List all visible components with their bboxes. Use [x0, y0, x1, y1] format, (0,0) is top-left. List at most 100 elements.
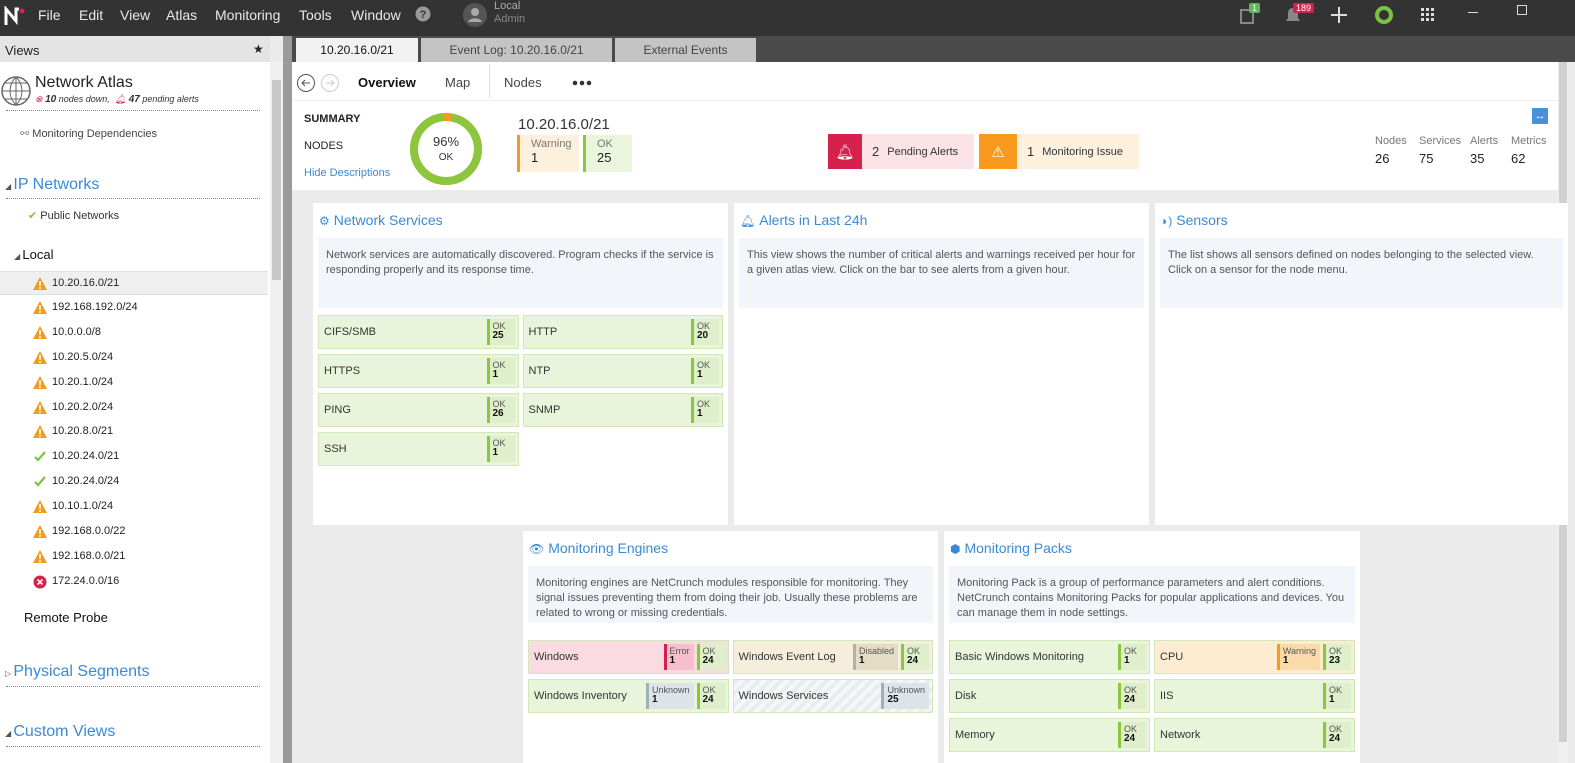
network-item[interactable]: 192.168.0.0/22 — [0, 520, 268, 544]
tile[interactable]: CPU Warning 1 OK 23 — [1154, 640, 1355, 674]
pending-alerts-chip[interactable]: 🔔︎ 2 Pending Alerts — [828, 134, 974, 169]
count-box[interactable]: OK 25 — [583, 135, 632, 172]
header-icons[interactable]: ★ ▼ — [253, 42, 270, 56]
ip-networks-heading[interactable]: ◢ IP Networks — [5, 176, 99, 194]
custom-views-title: Custom Views — [13, 723, 116, 740]
public-networks[interactable]: ✔ Public Networks — [28, 209, 119, 222]
tile-states: OK 26 — [486, 397, 518, 423]
panel-header[interactable]: ⬢ Monitoring Packs — [949, 531, 1355, 566]
network-item[interactable]: 192.168.192.0/24 — [0, 296, 268, 320]
state-box: OK 1 — [486, 358, 515, 384]
panel-header[interactable]: 👁︎ Monitoring Engines — [528, 531, 933, 566]
tile-grid: Basic Windows Monitoring OK 1 CPU Warning 1 OK… — [949, 640, 1355, 752]
tile[interactable]: Network OK 24 — [1154, 718, 1355, 752]
logo[interactable] — [4, 6, 26, 28]
menu-item[interactable]: Atlas — [166, 7, 198, 23]
tile[interactable]: SSH OK 1 — [318, 432, 519, 466]
count-box[interactable]: Warning 1 — [517, 135, 579, 172]
tab[interactable]: External Events — [615, 38, 756, 62]
menu-item[interactable]: Edit — [79, 7, 104, 23]
tasks-icon[interactable] — [1240, 6, 1256, 24]
tile[interactable]: Basic Windows Monitoring OK 1 — [949, 640, 1150, 674]
monitoring-issue-count: 1 — [1027, 144, 1035, 159]
tile[interactable]: HTTP OK 20 — [522, 315, 723, 349]
menu-item[interactable]: File — [38, 7, 61, 23]
warning-icon — [33, 500, 47, 514]
tile[interactable]: Memory OK 24 — [949, 718, 1150, 752]
menu-item[interactable]: Tools — [299, 7, 332, 23]
expander: ◢ — [5, 729, 14, 738]
panel-header[interactable]: ⚙ Network Services — [318, 203, 723, 238]
splitter[interactable] — [283, 36, 292, 763]
custom-views-heading[interactable]: ◢ Custom Views — [5, 723, 115, 741]
remote-probe[interactable]: Remote Probe — [24, 610, 108, 625]
globe-lines — [2, 76, 30, 106]
network-item[interactable]: 10.10.1.0/24 — [0, 495, 268, 519]
tile-name: Basic Windows Monitoring — [955, 651, 1084, 663]
sidebar-scrollbar[interactable] — [270, 62, 283, 763]
dependencies-link[interactable]: ⚯ Monitoring Dependencies — [20, 127, 157, 140]
atlas-title[interactable]: Network Atlas — [35, 74, 133, 91]
expand-button[interactable]: ↔ — [1532, 108, 1548, 124]
maximize-button[interactable] — [1517, 5, 1527, 15]
tile[interactable]: SNMP OK 1 — [522, 393, 723, 427]
tile[interactable]: Disk OK 24 — [949, 679, 1150, 713]
menu-item[interactable]: View — [120, 7, 151, 23]
state-label: OK — [1329, 646, 1343, 656]
nav-item[interactable]: Map — [445, 75, 471, 90]
tile[interactable]: Windows Services Unknown 25 — [732, 679, 933, 713]
panel-icon: ⚙ — [319, 214, 330, 228]
network-name: 10.10.1.0/24 — [52, 500, 114, 513]
network-item[interactable]: 10.20.24.0/24 — [0, 470, 268, 494]
donut-chart: 96% OK — [410, 113, 482, 186]
nav-item[interactable]: Overview — [358, 75, 416, 90]
tile[interactable]: IIS OK 1 — [1154, 679, 1355, 713]
globe-icon — [1, 76, 31, 106]
user-location: Local — [494, 0, 521, 12]
physical-segments-heading[interactable]: ▷ Physical Segments — [5, 663, 149, 681]
hide-descriptions[interactable]: Hide Descriptions — [304, 167, 391, 179]
menu-item[interactable]: Window — [351, 7, 401, 23]
panel: 👁︎ Monitoring Engines Monitoring engines a… — [523, 531, 938, 763]
tab[interactable]: 10.20.16.0/21 — [296, 38, 418, 62]
network-item[interactable]: 10.20.8.0/21 — [0, 420, 268, 444]
menu-item[interactable]: Monitoring — [215, 7, 281, 23]
network-item[interactable]: 10.20.1.0/24 — [0, 371, 268, 395]
network-item[interactable]: 10.20.2.0/24 — [0, 396, 268, 420]
network-name: 10.20.5.0/24 — [52, 350, 114, 363]
warning-icon — [33, 375, 47, 389]
tile[interactable]: Windows Event Log Disabled 1 OK 24 — [732, 640, 933, 674]
tile[interactable]: Windows Inventory Unknown 1 OK 24 — [528, 679, 729, 713]
nav-item[interactable]: Nodes — [504, 75, 542, 90]
tile[interactable]: HTTPS OK 1 — [318, 354, 519, 388]
tile[interactable]: Windows Error 1 OK 24 — [528, 640, 729, 674]
monitoring-issue-chip[interactable]: ⚠︎ 1 Monitoring Issue — [979, 134, 1139, 169]
state-box: Unknown 1 — [645, 683, 694, 709]
state-label: Error — [669, 646, 690, 656]
panel-header[interactable]: 🔔︎ Alerts in Last 24h — [739, 203, 1144, 238]
status-icon — [33, 549, 47, 566]
status-icon — [33, 400, 47, 417]
avatar[interactable] — [462, 2, 488, 28]
network-item[interactable]: 10.20.16.0/21 — [0, 271, 268, 295]
add-icon[interactable] — [1330, 6, 1348, 24]
tile[interactable]: CIFS/SMB OK 25 — [318, 315, 519, 349]
help-icon[interactable]: ? — [415, 6, 431, 22]
local-group[interactable]: ◢ Local — [14, 247, 53, 262]
network-item[interactable]: 10.20.5.0/24 — [0, 346, 268, 370]
network-item[interactable]: 10.0.0.0/8 — [0, 321, 268, 345]
scroll-thumb[interactable] — [272, 80, 281, 280]
tile[interactable]: NTP OK 1 — [522, 354, 723, 388]
tab[interactable]: Event Log: 10.20.16.0/21 — [421, 38, 612, 62]
more-button[interactable] — [572, 80, 592, 86]
network-item[interactable]: 172.24.0.0/16 — [0, 570, 268, 594]
state-box: OK 1 — [691, 397, 719, 423]
back-arrow — [301, 79, 310, 87]
tile[interactable]: PING OK 26 — [318, 393, 519, 427]
apps-icon[interactable] — [1421, 8, 1435, 22]
panel-header[interactable]: ◗) Sensors — [1160, 203, 1563, 238]
network-item[interactable]: 192.168.0.0/21 — [0, 545, 268, 569]
search-icon[interactable] — [1374, 5, 1394, 25]
network-item[interactable]: 10.20.24.0/21 — [0, 445, 268, 469]
minimize-button[interactable] — [1468, 12, 1478, 13]
